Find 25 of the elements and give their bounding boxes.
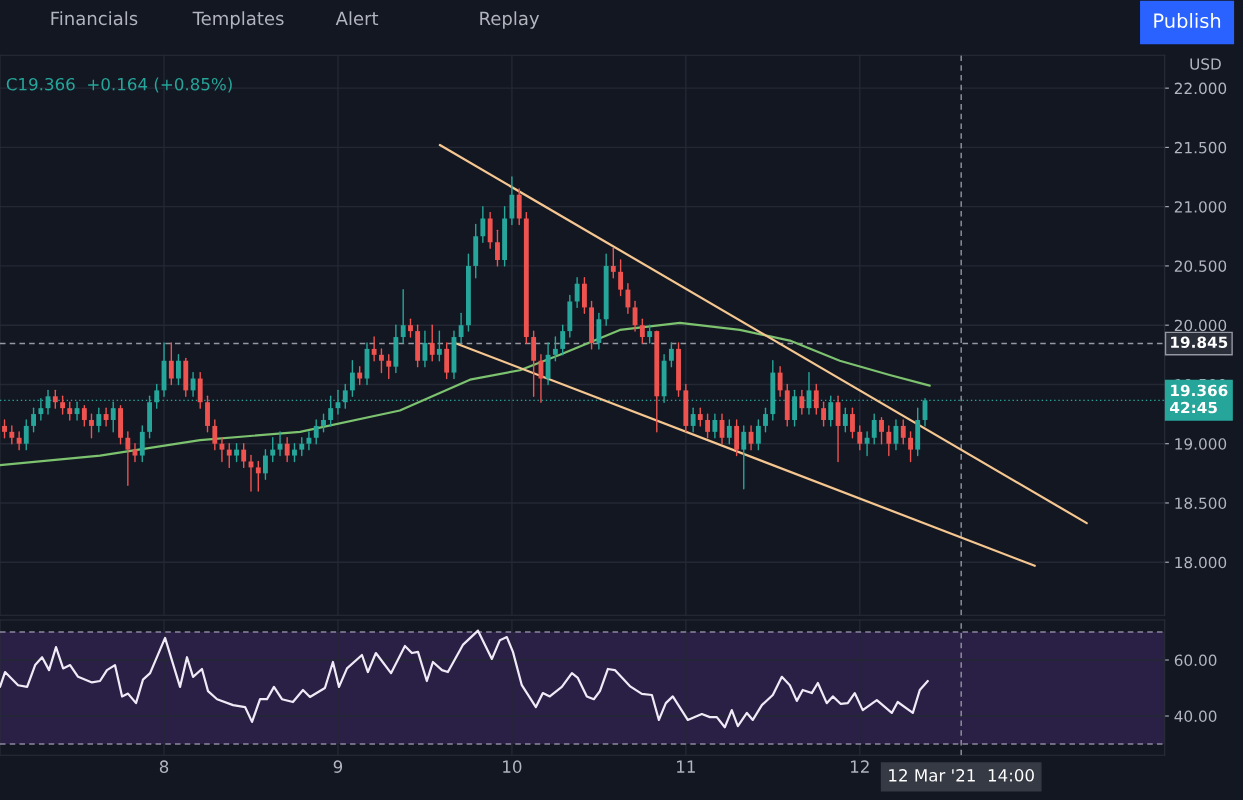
x-tick-label: 11 <box>677 760 695 773</box>
text: Financials <box>51 11 138 26</box>
y-tick-label: 18.500 <box>1175 497 1227 509</box>
x-tick-label: 12 <box>851 760 869 773</box>
text: Replay <box>480 11 540 29</box>
x-tick-label: 10 <box>503 760 522 773</box>
annotation: C19.366 +0.164 (+0.85%) <box>6 77 232 93</box>
x-tick-label: 8 <box>159 760 169 773</box>
y-tick-label: 19.000 <box>1175 438 1227 450</box>
y-tick-label: 21.000 <box>1174 201 1227 213</box>
y-tick-label: 20.000 <box>1174 319 1227 332</box>
text: Templates <box>192 11 284 29</box>
text: Alert <box>335 11 379 26</box>
ref-line-label: 19.845 <box>1171 336 1228 348</box>
text: Publish <box>1154 12 1221 29</box>
ref-line-label: 19.366 42:45 <box>1170 384 1228 414</box>
y-tick-label: 18.000 <box>1175 556 1227 569</box>
y-axis-title: USD <box>1190 58 1221 70</box>
x-tick-label: 9 <box>333 760 343 773</box>
y-tick-label: 40.00 <box>1174 710 1217 723</box>
text: 12 Mar '21 14:00 <box>889 769 1034 782</box>
y-tick-label: 20.500 <box>1174 260 1227 272</box>
y-tick-label: 22.000 <box>1174 82 1227 95</box>
y-tick-label: 21.500 <box>1174 141 1227 154</box>
y-tick-label: 60.00 <box>1174 654 1217 667</box>
